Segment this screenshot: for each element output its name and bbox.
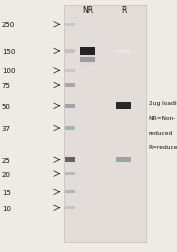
- Bar: [80, 58, 95, 63]
- Bar: [81, 58, 94, 60]
- Text: 75: 75: [2, 83, 11, 89]
- Text: 37: 37: [2, 125, 11, 132]
- Bar: [81, 65, 94, 67]
- Bar: [81, 56, 94, 58]
- Text: 50: 50: [2, 103, 11, 109]
- Bar: [65, 207, 75, 209]
- Bar: [65, 158, 75, 163]
- Bar: [65, 23, 75, 27]
- Bar: [80, 48, 95, 56]
- Text: 15: 15: [2, 189, 11, 195]
- Text: 2ug loading: 2ug loading: [149, 101, 177, 106]
- Bar: [116, 158, 131, 162]
- Bar: [65, 127, 75, 130]
- Text: NR: NR: [82, 6, 93, 15]
- Text: 10: 10: [2, 205, 11, 211]
- Text: reduced: reduced: [149, 130, 173, 135]
- Bar: [81, 63, 94, 65]
- Bar: [116, 50, 131, 54]
- Text: 150: 150: [2, 49, 15, 55]
- Bar: [65, 84, 75, 88]
- Bar: [81, 59, 94, 61]
- Bar: [65, 172, 75, 175]
- Text: 20: 20: [2, 171, 11, 177]
- Bar: [65, 104, 75, 108]
- Text: R: R: [121, 6, 127, 15]
- Text: NR=Non-: NR=Non-: [149, 115, 176, 120]
- Bar: [65, 69, 75, 73]
- Bar: [116, 103, 131, 110]
- Bar: [64, 6, 146, 242]
- Bar: [65, 50, 75, 53]
- Text: 25: 25: [2, 157, 10, 163]
- Bar: [81, 61, 94, 63]
- Text: R=reduced: R=reduced: [149, 145, 177, 150]
- Text: 100: 100: [2, 68, 15, 74]
- Bar: [65, 191, 75, 194]
- Text: 250: 250: [2, 22, 15, 28]
